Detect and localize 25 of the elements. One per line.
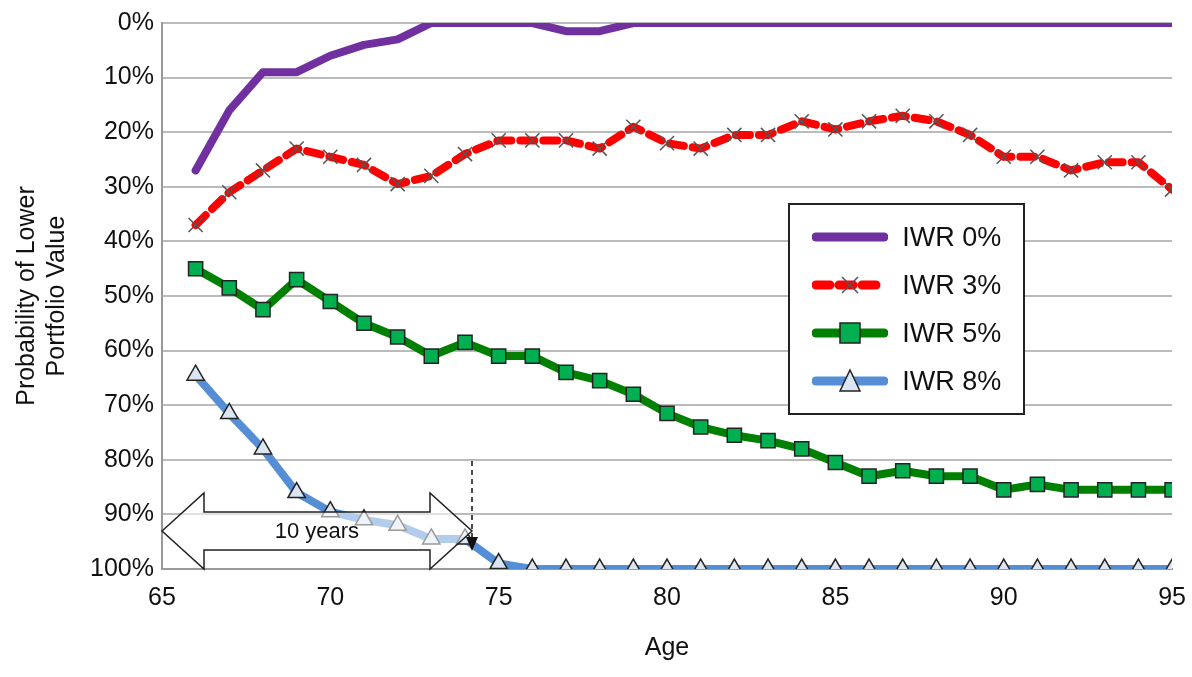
legend-label: IWR 3% — [902, 269, 1002, 301]
legend-label: IWR 0% — [902, 221, 1002, 253]
y-tick-label: 60% — [103, 334, 154, 363]
x-tick-label: 85 — [821, 581, 850, 610]
y-tick-label: 0% — [117, 6, 154, 35]
legend-label: IWR 8% — [902, 365, 1002, 397]
x-tick-label: 75 — [484, 581, 513, 610]
x-tick-label: 95 — [1158, 581, 1186, 610]
y-tick-label: 50% — [103, 279, 154, 308]
x-tick-label: 65 — [148, 581, 176, 610]
annotation: 10 years — [274, 518, 360, 544]
y-tick-label: 80% — [103, 443, 154, 472]
x-tick-label: 90 — [989, 581, 1018, 610]
y-tick-label: 10% — [103, 61, 154, 90]
y-axis-title: Probability of Lower Portfolio Value — [10, 186, 69, 406]
x-tick-label: 70 — [316, 581, 345, 610]
y-tick-label: 40% — [103, 225, 154, 254]
x-tick-label: 80 — [653, 581, 681, 610]
legend-label: IWR 5% — [902, 317, 1002, 349]
y-tick-label: 100% — [89, 552, 154, 581]
y-tick-label: 70% — [103, 389, 154, 418]
x-axis-title: Age — [644, 631, 690, 660]
y-tick-label: 30% — [103, 170, 154, 199]
y-tick-label: 20% — [103, 116, 154, 145]
y-tick-label: 90% — [103, 498, 154, 527]
